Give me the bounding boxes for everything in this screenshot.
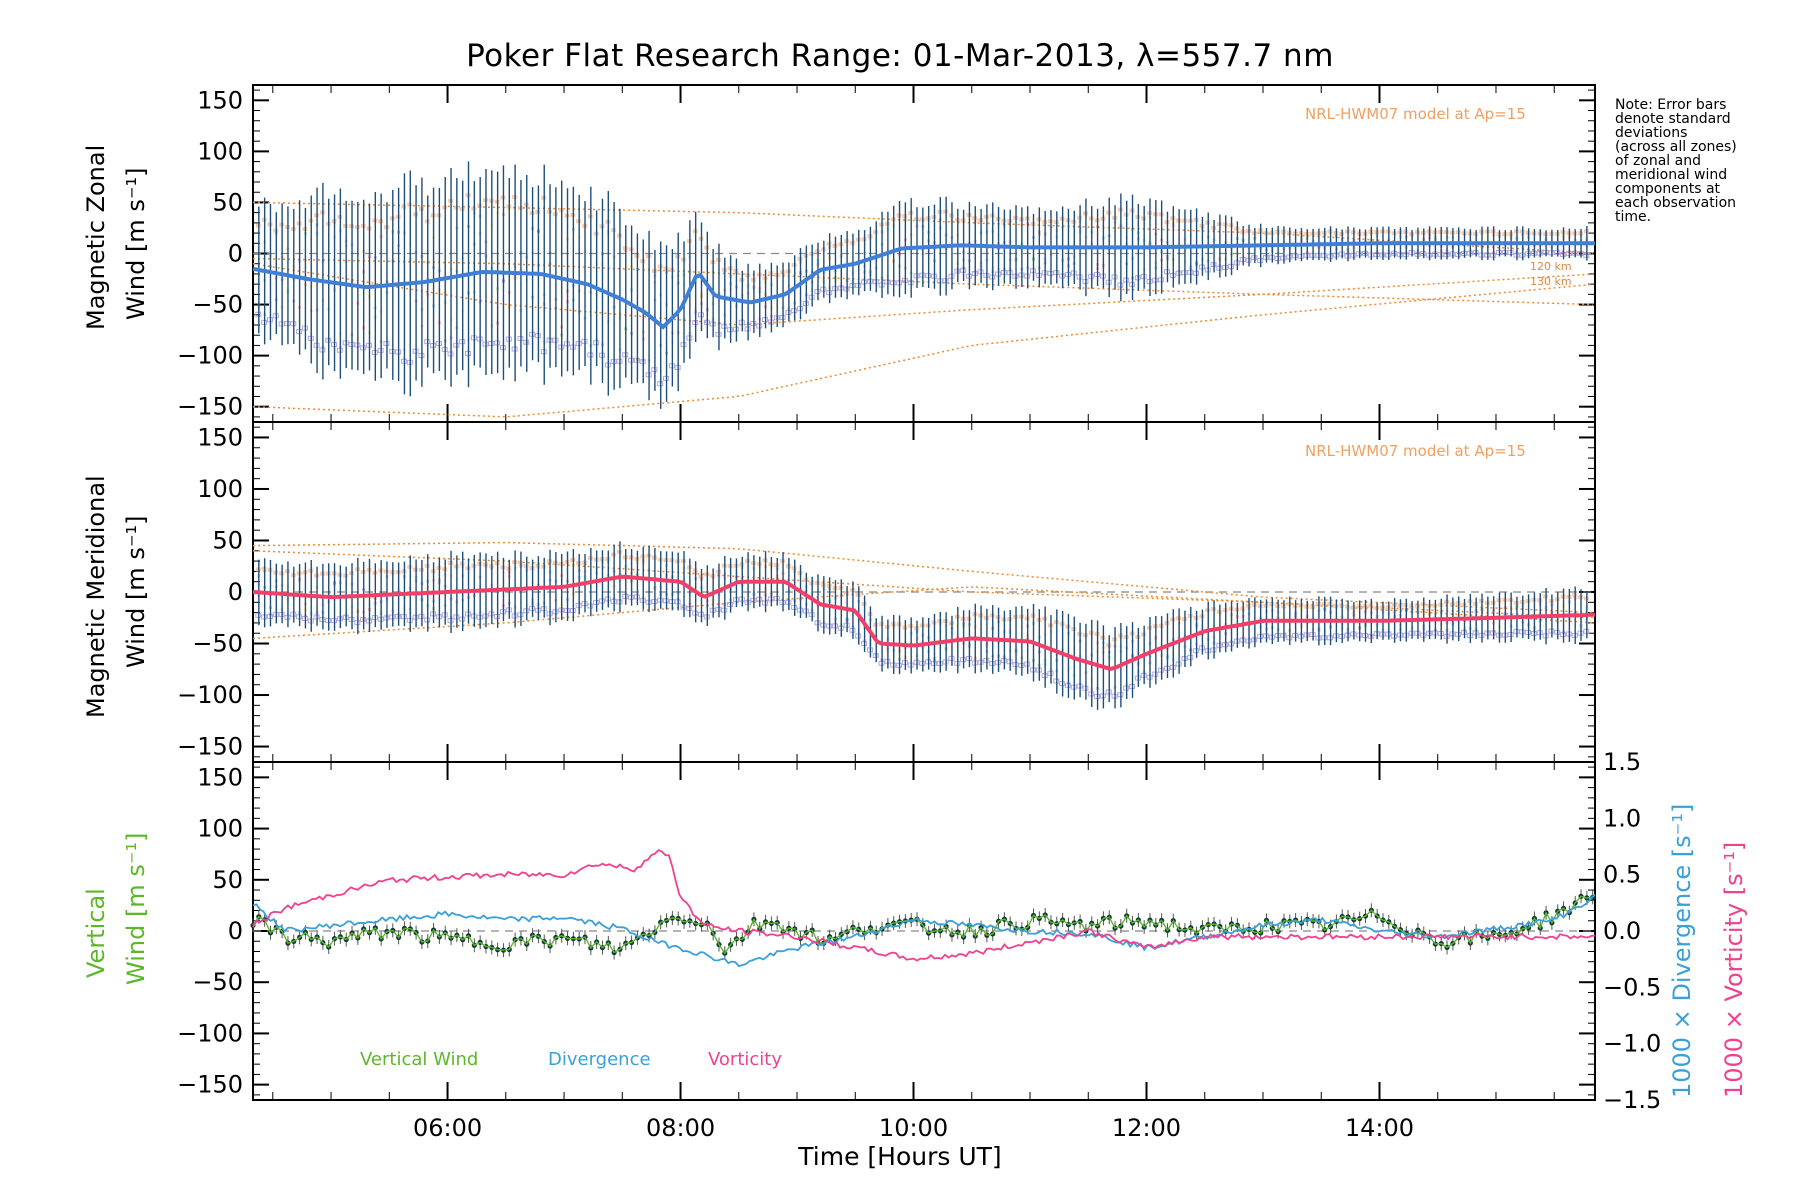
meridional-model-curve bbox=[252, 550, 1593, 619]
vertical-ytick-label: 100 bbox=[197, 815, 243, 843]
zonal-mean-line bbox=[252, 241, 1595, 330]
y2tick-label: 1.5 bbox=[1603, 748, 1641, 776]
xtick-label: 06:00 bbox=[413, 1114, 482, 1142]
zonal-model-curve bbox=[252, 262, 1593, 326]
meridional-ytick-label: 150 bbox=[197, 423, 243, 451]
vertical-ylabel-line1: Vertical bbox=[82, 888, 110, 978]
series-line-divergence bbox=[252, 894, 1596, 968]
zonal-ylabel-line2: Wind [m s⁻¹] bbox=[122, 167, 150, 320]
vertical-ytick-label: −150 bbox=[177, 1071, 243, 1099]
meridional-model-label: NRL-HWM07 model at Ap=15 bbox=[1305, 442, 1526, 460]
zonal-ytick-label: 50 bbox=[212, 188, 243, 216]
zonal-ytick-label: 0 bbox=[228, 240, 243, 268]
series-line-vorticity bbox=[252, 849, 1596, 962]
meridional-ytick-label: 100 bbox=[197, 475, 243, 503]
vertical-ytick-label: 0 bbox=[228, 917, 243, 945]
y2tick-label: −1.5 bbox=[1603, 1086, 1661, 1114]
xtick-label: 08:00 bbox=[646, 1114, 715, 1142]
y2tick-label: 1.0 bbox=[1603, 804, 1641, 832]
chart-title: Poker Flat Research Range: 01-Mar-2013, … bbox=[466, 38, 1334, 74]
vertical-ylabel-line2: Wind [m s⁻¹] bbox=[122, 832, 150, 985]
xtick-label: 10:00 bbox=[879, 1114, 948, 1142]
meridional-ytick-label: 50 bbox=[212, 526, 243, 554]
legend-divergence: Divergence bbox=[548, 1049, 651, 1070]
xtick-label: 14:00 bbox=[1345, 1114, 1414, 1142]
meridional-ytick-label: −100 bbox=[177, 681, 243, 709]
vorticity-axis-label: 1000 × Vorticity [s⁻¹] bbox=[1720, 841, 1748, 1098]
meridional-ytick-label: 0 bbox=[228, 578, 243, 606]
vertical-ytick-label: 150 bbox=[197, 763, 243, 791]
vertical-ytick-label: −50 bbox=[192, 968, 243, 996]
zonal-model-curve bbox=[252, 283, 1593, 418]
y2tick-label: −0.5 bbox=[1603, 973, 1661, 1001]
meridional-ytick-label: −150 bbox=[177, 733, 243, 761]
zonal-ytick-label: −150 bbox=[177, 393, 243, 421]
y2tick-label: −1.0 bbox=[1603, 1030, 1661, 1058]
series-line-vertical-wind bbox=[252, 895, 1593, 955]
zonal-ytick-label: −100 bbox=[177, 342, 243, 370]
y2tick-label: 0.5 bbox=[1603, 861, 1641, 889]
zonal-ytick-label: 150 bbox=[197, 86, 243, 114]
legend-vertical-wind: Vertical Wind bbox=[360, 1049, 479, 1070]
xtick-label: 12:00 bbox=[1112, 1114, 1181, 1142]
meridional-ylabel-line1: Magnetic Meridional bbox=[82, 475, 110, 718]
alt-label-120: 120 km bbox=[1530, 260, 1572, 273]
alt-label-130: 130 km bbox=[1530, 275, 1572, 288]
zonal-model-label: NRL-HWM07 model at Ap=15 bbox=[1305, 105, 1526, 123]
legend-vorticity: Vorticity bbox=[708, 1049, 782, 1070]
zonal-ytick-label: −50 bbox=[192, 291, 243, 319]
meridional-ytick-label: −50 bbox=[192, 630, 243, 658]
vertical-ytick-label: 50 bbox=[212, 866, 243, 894]
zonal-ylabel-line1: Magnetic Zonal bbox=[82, 144, 110, 330]
meridional-model-curve bbox=[252, 541, 1593, 614]
x-axis-label: Time [Hours UT] bbox=[798, 1142, 1002, 1171]
meridional-ylabel-line2: Wind [m s⁻¹] bbox=[122, 515, 150, 668]
y2tick-label: 0.0 bbox=[1603, 917, 1641, 945]
meridional-model-curve bbox=[252, 586, 1593, 640]
vertical-ytick-label: −100 bbox=[177, 1019, 243, 1047]
meridional-mean-line bbox=[252, 574, 1596, 671]
error-bar-note: Note: Error bars denote standard deviati… bbox=[1615, 97, 1737, 225]
divergence-axis-label: 1000 × Divergence [s⁻¹] bbox=[1668, 803, 1696, 1098]
zonal-ytick-label: 100 bbox=[197, 137, 243, 165]
